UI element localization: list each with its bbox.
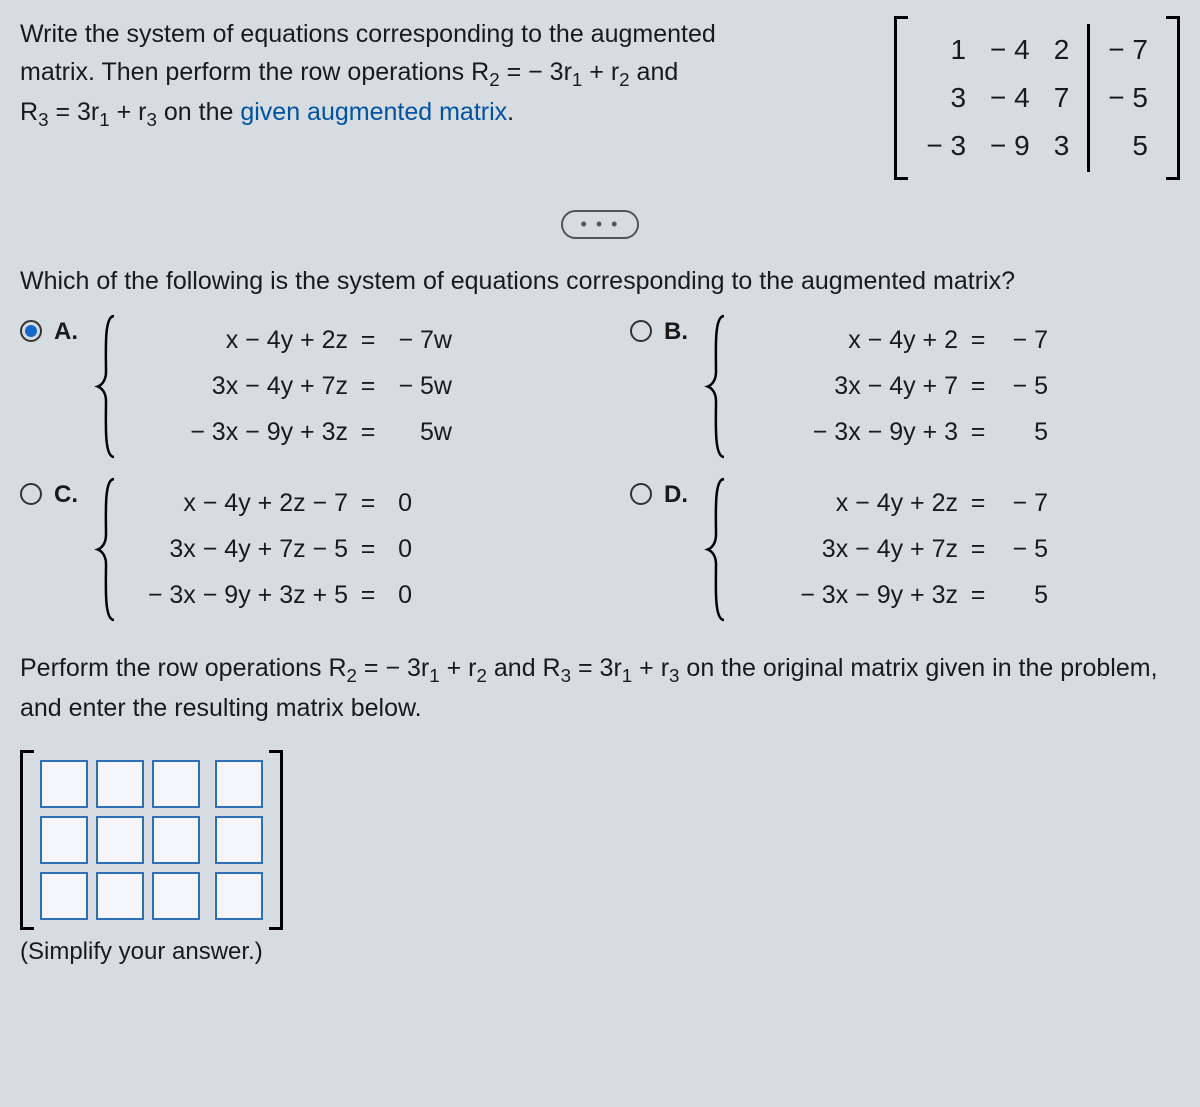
equation-row: x − 4y + 2z=− 7 — [728, 483, 1048, 524]
option-b[interactable]: B. x − 4y + 2=− 7 3x − 4y + 7=− 5 − 3x − 9… — [630, 314, 1180, 459]
matrix-cell: 7 — [1042, 74, 1082, 122]
equation-row: − 3x − 9y + 3z + 5=0 — [118, 575, 412, 616]
radio-c[interactable] — [20, 483, 42, 505]
equation-row: x − 4y + 2z − 7=0 — [118, 483, 412, 524]
option-d[interactable]: D. x − 4y + 2z=− 7 3x − 4y + 7z=− 5 − 3x −… — [630, 477, 1180, 622]
prompt-line2a: matrix. Then perform the row operations … — [20, 58, 489, 86]
row-op-instruction: Perform the row operations R2 = − 3r1 + … — [20, 650, 1180, 728]
equation-row: − 3x − 9y + 3=5 — [728, 412, 1048, 453]
equation-row: 3x − 4y + 7=− 5 — [728, 366, 1048, 407]
simplify-note: (Simplify your answer.) — [20, 938, 1180, 966]
problem-statement: Write the system of equations correspond… — [20, 16, 716, 134]
option-a[interactable]: A. x − 4y + 2z=− 7w 3x − 4y + 7z=− 5w − 3x… — [20, 314, 570, 459]
brace-icon — [704, 477, 728, 622]
brace-icon — [704, 314, 728, 459]
option-label: C. — [54, 481, 82, 509]
radio-d[interactable] — [630, 483, 652, 505]
matrix-input-cell[interactable] — [96, 872, 144, 920]
mc-question: Which of the following is the system of … — [20, 267, 1180, 296]
matrix-input-cell[interactable] — [215, 816, 263, 864]
answer-matrix — [20, 750, 1180, 930]
matrix-input-cell[interactable] — [40, 760, 88, 808]
matrix-cell: − 7 — [1096, 26, 1160, 74]
equation-row: − 3x − 9y + 3z=5w — [118, 412, 452, 453]
radio-b[interactable] — [630, 320, 652, 342]
equation-row: 3x − 4y + 7z − 5=0 — [118, 529, 412, 570]
matrix-input-cell[interactable] — [152, 872, 200, 920]
prompt-line1: Write the system of equations correspond… — [20, 20, 716, 48]
matrix-input-cell[interactable] — [215, 872, 263, 920]
matrix-cell: 5 — [1096, 122, 1160, 170]
brace-icon — [94, 314, 118, 459]
equation-row: − 3x − 9y + 3z=5 — [728, 575, 1048, 616]
equation-row: 3x − 4y + 7z=− 5w — [118, 366, 452, 407]
option-label: A. — [54, 318, 82, 346]
matrix-input-cell[interactable] — [152, 760, 200, 808]
matrix-cell: − 5 — [1096, 74, 1160, 122]
matrix-input-cell[interactable] — [40, 872, 88, 920]
matrix-input-cell[interactable] — [96, 760, 144, 808]
matrix-input-cell[interactable] — [40, 816, 88, 864]
matrix-input-cell[interactable] — [96, 816, 144, 864]
matrix-cell: 2 — [1042, 26, 1082, 74]
matrix-cell: 3 — [914, 74, 978, 122]
equation-row: x − 4y + 2z=− 7w — [118, 320, 452, 361]
equation-row: 3x − 4y + 7z=− 5 — [728, 529, 1048, 570]
option-label: B. — [664, 318, 692, 346]
matrix-cell: − 9 — [978, 122, 1042, 170]
radio-a[interactable] — [20, 320, 42, 342]
option-label: D. — [664, 481, 692, 509]
matrix-cell: − 4 — [978, 74, 1042, 122]
augmented-matrix: 1− 42 3− 47 − 3− 93 − 7− 55 — [894, 16, 1180, 180]
matrix-cell: − 3 — [914, 122, 978, 170]
equation-row: x − 4y + 2=− 7 — [728, 320, 1048, 361]
matrix-cell: − 4 — [978, 26, 1042, 74]
matrix-input-cell[interactable] — [152, 816, 200, 864]
brace-icon — [94, 477, 118, 622]
option-c[interactable]: C. x − 4y + 2z − 7=0 3x − 4y + 7z − 5=0 − … — [20, 477, 570, 622]
matrix-cell: 1 — [914, 26, 978, 74]
matrix-input-cell[interactable] — [215, 760, 263, 808]
expand-button[interactable]: • • • — [561, 210, 640, 239]
matrix-cell: 3 — [1042, 122, 1082, 170]
given-matrix-link[interactable]: given augmented matrix — [240, 98, 507, 126]
